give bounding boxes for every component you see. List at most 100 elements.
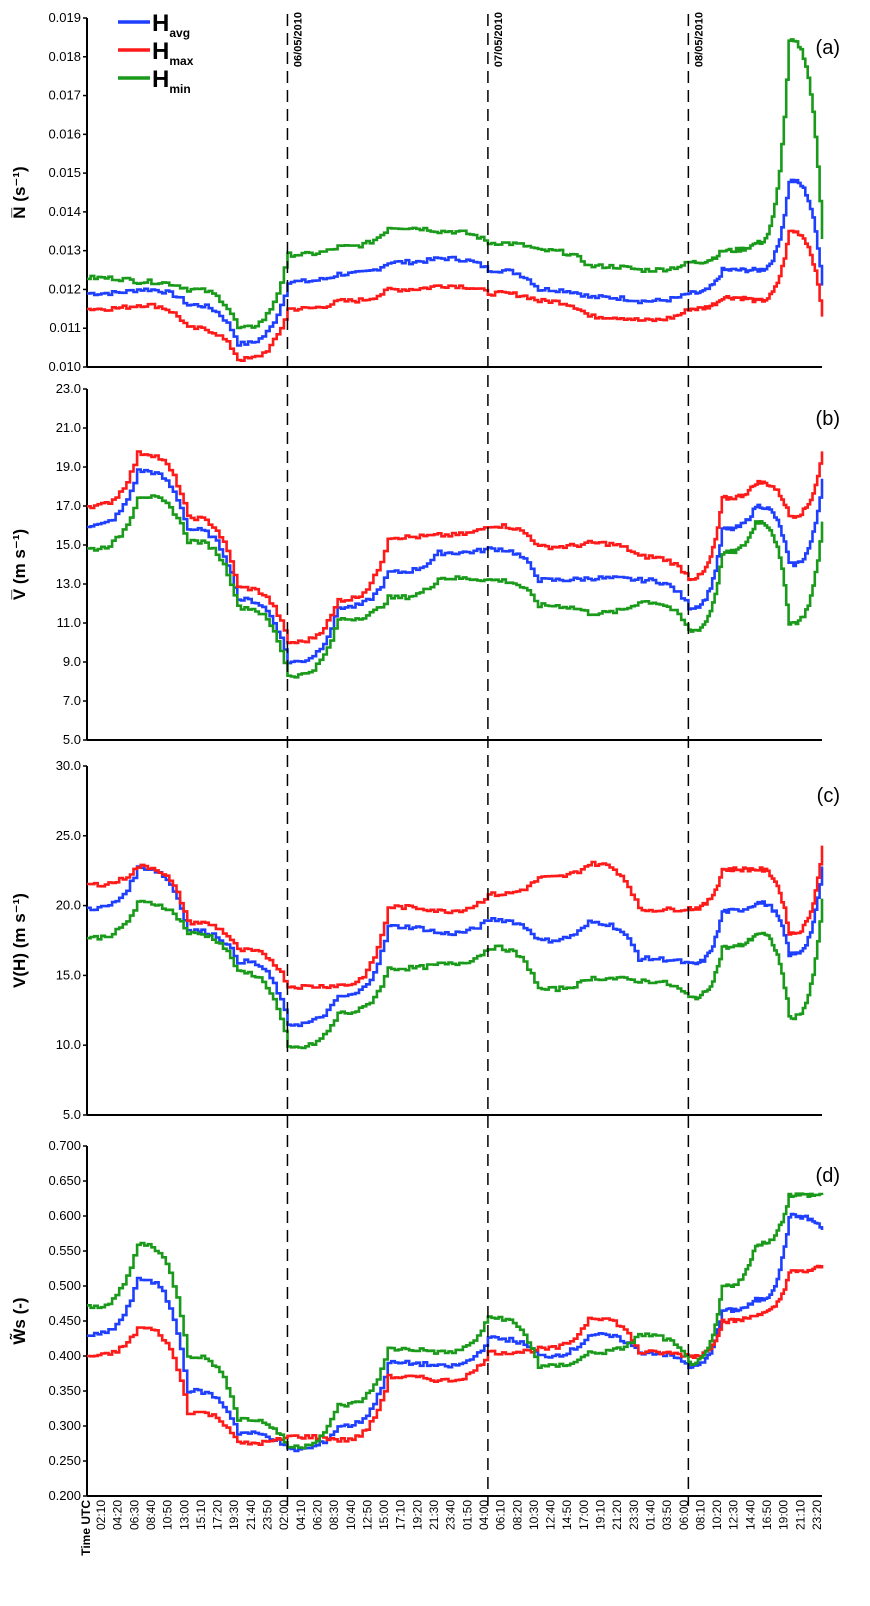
x-tick-label: 06:20 bbox=[310, 1500, 324, 1530]
y-tick-label: 10.0 bbox=[56, 1037, 81, 1052]
panel-b: 5.0 7.0 9.0 11.0 13.0 15.0 17.0 19.0 21.0 23.0 V̅ … bbox=[10, 381, 840, 747]
panel-c: 5.0 10.0 15.0 20.0 25.0 30.0 V(H) (m s⁻¹) (c) bbox=[10, 758, 840, 1122]
y-tick-label: 0.010 bbox=[48, 359, 81, 374]
date-marker-group: 06/05/2010 07/05/2010 08/05/2010 bbox=[286, 12, 705, 1506]
x-tick-label: 12:30 bbox=[727, 1500, 741, 1530]
y-axis-label: N̅ (s⁻¹) bbox=[10, 166, 29, 218]
y-tick-label: 0.400 bbox=[48, 1348, 81, 1363]
x-tick-label: 23:50 bbox=[261, 1500, 275, 1530]
panel-d: 0.200 0.250 0.300 0.350 0.400 0.450 0.500 0.550… bbox=[9, 1138, 840, 1503]
x-tick-label: 23:40 bbox=[444, 1500, 458, 1530]
legend-label: Havg bbox=[152, 10, 190, 40]
y-axis-label: V(H) (m s⁻¹) bbox=[10, 893, 29, 988]
y-tick-label: 0.013 bbox=[48, 243, 81, 258]
x-tick-label: 04:00 bbox=[477, 1500, 491, 1530]
time-axis: 02:10 04:20 06:30 08:40 10:50 13:00 15:10 17:20… bbox=[79, 1500, 824, 1556]
y-tick-label: 0.011 bbox=[49, 320, 81, 335]
x-tick-label: 16:50 bbox=[760, 1500, 774, 1530]
legend-label: Hmax bbox=[152, 38, 194, 68]
series-line-hmin bbox=[87, 1192, 824, 1450]
y-tick-label: 15.0 bbox=[56, 967, 81, 982]
x-tick-label: 01:40 bbox=[643, 1500, 657, 1530]
legend-label: Hmin bbox=[152, 66, 191, 96]
y-tick-label: 0.450 bbox=[48, 1313, 81, 1328]
x-tick-label: 19:10 bbox=[594, 1500, 608, 1530]
series-line-hmax bbox=[87, 845, 824, 990]
y-tick-label: 0.016 bbox=[48, 126, 81, 141]
series-line-hmin bbox=[87, 898, 824, 1050]
date-marker-label: 08/05/2010 bbox=[693, 12, 705, 67]
y-tick-label: 0.500 bbox=[48, 1278, 81, 1293]
x-tick-label: 10:40 bbox=[344, 1500, 358, 1530]
y-tick-label: 7.0 bbox=[63, 693, 81, 708]
y-tick-label: 19.0 bbox=[56, 459, 81, 474]
x-tick-label: 23:30 bbox=[627, 1500, 641, 1530]
y-tick-label: 0.650 bbox=[48, 1173, 81, 1188]
y-tick-label: 11.0 bbox=[57, 615, 81, 630]
y-tick-label: 20.0 bbox=[56, 898, 81, 913]
x-tick-label: 19:30 bbox=[227, 1500, 241, 1530]
x-tick-label: 23:20 bbox=[810, 1500, 824, 1530]
series-line-havg bbox=[87, 468, 824, 665]
y-tick-label: 25.0 bbox=[56, 828, 81, 843]
x-tick-label: 02:10 bbox=[94, 1500, 108, 1530]
y-tick-label: 5.0 bbox=[63, 1107, 81, 1122]
panel-a: 0.010 0.011 0.012 0.013 0.014 0.015 0.016 0.017… bbox=[10, 10, 840, 374]
x-tick-label: 17:00 bbox=[577, 1500, 591, 1530]
x-tick-label: 14:50 bbox=[560, 1500, 574, 1530]
x-tick-label: 21:40 bbox=[244, 1500, 258, 1530]
legend-subscript: min bbox=[169, 82, 190, 96]
x-tick-label: 21:20 bbox=[610, 1500, 624, 1530]
panel-label: (b) bbox=[816, 408, 840, 430]
x-tick-label: 01:50 bbox=[460, 1500, 474, 1530]
x-tick-label: 12:50 bbox=[360, 1500, 374, 1530]
y-tick-label: 13.0 bbox=[56, 576, 81, 591]
x-tick-label: 15:10 bbox=[194, 1500, 208, 1530]
y-tick-label: 21.0 bbox=[56, 420, 81, 435]
panel-label: (d) bbox=[816, 1165, 840, 1187]
x-tick-label: 14:40 bbox=[743, 1500, 757, 1530]
legend-subscript: max bbox=[169, 54, 193, 68]
x-tick-label: 19:20 bbox=[410, 1500, 424, 1530]
y-tick-label: 9.0 bbox=[63, 654, 81, 669]
y-tick-label: 5.0 bbox=[63, 732, 81, 747]
y-tick-label: 0.350 bbox=[48, 1383, 81, 1398]
date-marker-label: 07/05/2010 bbox=[493, 12, 505, 67]
x-tick-label: 21:30 bbox=[427, 1500, 441, 1530]
panel-label: (c) bbox=[817, 785, 840, 807]
y-axis-label: W̃s (-) bbox=[9, 1297, 29, 1344]
y-tick-label: 0.200 bbox=[48, 1488, 81, 1503]
x-tick-label: 02:00 bbox=[277, 1500, 291, 1530]
x-tick-label: 06:30 bbox=[127, 1500, 141, 1530]
y-tick-label: 15.0 bbox=[56, 537, 81, 552]
x-tick-label: 06:10 bbox=[494, 1500, 508, 1530]
y-tick-label: 0.250 bbox=[48, 1453, 81, 1468]
x-tick-label: 08:30 bbox=[327, 1500, 341, 1530]
x-tick-label: 10:50 bbox=[161, 1500, 175, 1530]
x-tick-label: 04:20 bbox=[111, 1500, 125, 1530]
series-line-hmin bbox=[87, 494, 824, 679]
y-tick-label: 0.019 bbox=[48, 10, 81, 25]
y-tick-label: 0.017 bbox=[48, 88, 81, 103]
x-tick-label: 19:00 bbox=[777, 1500, 791, 1530]
y-tick-label: 0.018 bbox=[48, 49, 81, 64]
series-line-havg bbox=[87, 1212, 824, 1453]
x-tick-label: 03:50 bbox=[660, 1500, 674, 1530]
y-tick-label: 0.700 bbox=[48, 1138, 81, 1153]
x-axis-title: Time UTC bbox=[79, 1500, 93, 1556]
series-line-havg bbox=[87, 865, 824, 1028]
x-tick-label: 04:10 bbox=[294, 1500, 308, 1530]
x-tick-label: 12:40 bbox=[544, 1500, 558, 1530]
y-axis-label: V̅ (m s⁻¹) bbox=[10, 529, 29, 600]
x-tick-label: 10:30 bbox=[527, 1500, 541, 1530]
x-tick-label: 15:00 bbox=[377, 1500, 391, 1530]
x-tick-label: 08:10 bbox=[693, 1500, 707, 1530]
x-tick-label: 21:10 bbox=[793, 1500, 807, 1530]
x-tick-label: 08:40 bbox=[144, 1500, 158, 1530]
x-tick-label: 10:20 bbox=[710, 1500, 724, 1530]
panel-label: (a) bbox=[816, 37, 840, 59]
x-tick-label: 17:10 bbox=[394, 1500, 408, 1530]
legend-subscript: avg bbox=[169, 26, 190, 40]
